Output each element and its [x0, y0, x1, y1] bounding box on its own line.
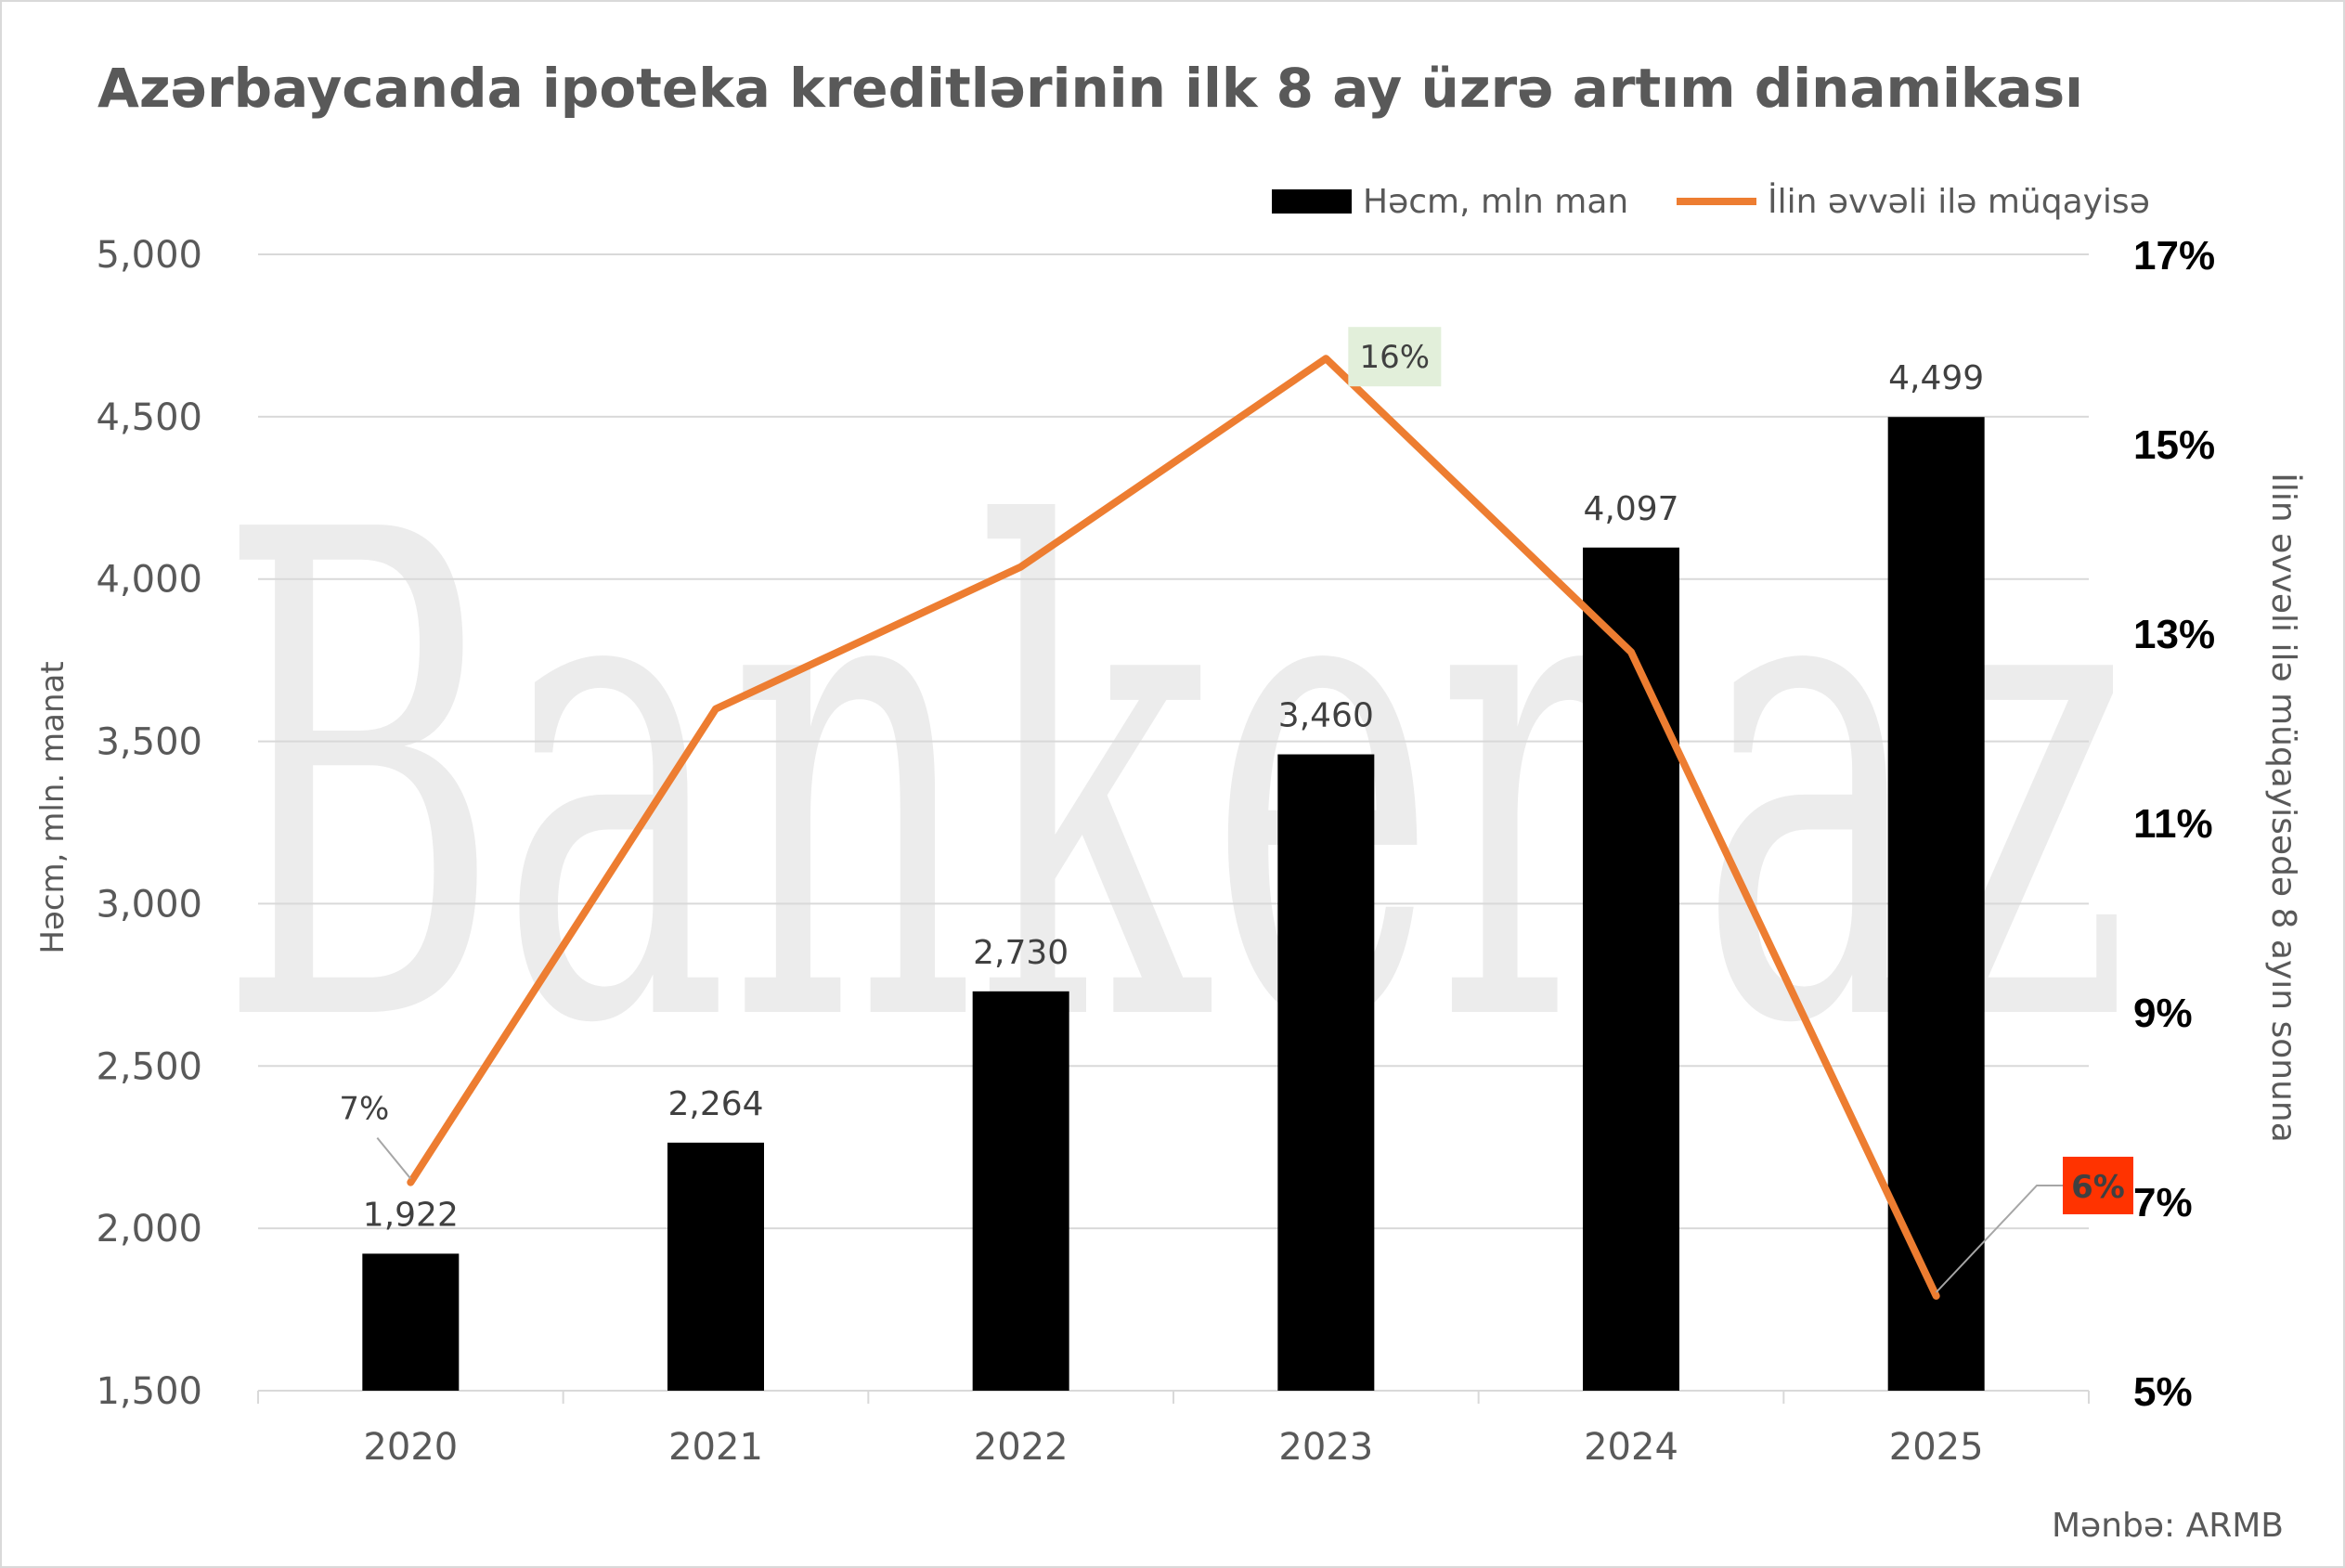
bar	[972, 991, 1069, 1391]
x-tick-label: 2022	[974, 1426, 1069, 1469]
bar-value-label: 2,730	[973, 934, 1069, 972]
left-tick-label: 4,000	[96, 559, 202, 602]
bar	[1887, 417, 1985, 1392]
left-tick-label: 4,500	[96, 396, 202, 439]
bar	[1277, 754, 1375, 1391]
chart-title: Azərbaycanda ipoteka kreditlərinin ilk 8…	[97, 57, 2083, 120]
right-tick-label: 7%	[2133, 1180, 2193, 1225]
left-y-axis: 1,500 2,000 2,500 3,000 3,500 4,000 4,500 5,000	[96, 234, 202, 1413]
legend-line-label: İlin əvvəli ilə müqayisə	[1768, 182, 2150, 221]
grid-lines	[258, 253, 2089, 1230]
line-series	[407, 355, 1940, 1300]
left-tick-label: 3,000	[96, 883, 202, 926]
bar-value-label: 3,460	[1278, 697, 1374, 735]
label-leader-line	[1935, 1185, 2063, 1293]
right-y-axis: 5% 7% 9% 11% 13% 15% 17%	[2133, 233, 2215, 1415]
y-axis-title: Həcm, mln. manat	[34, 661, 71, 953]
right-tick-label: 11%	[2133, 801, 2213, 847]
left-tick-label: 2,000	[96, 1208, 202, 1251]
bar-value-label: 1,922	[363, 1196, 459, 1234]
line-value-label: 16%	[1360, 339, 1431, 376]
x-tick-label: 2024	[1584, 1426, 1678, 1469]
left-tick-label: 3,500	[96, 721, 202, 764]
line-value-label: 7%	[339, 1091, 389, 1128]
x-tick-label: 2021	[668, 1426, 763, 1469]
peak-label-box	[1348, 327, 1442, 387]
watermark-logo: Banker.az	[218, 392, 2131, 1170]
label-leader-line	[376, 1136, 412, 1180]
last-label-box	[2063, 1157, 2133, 1214]
source-text: Mənbə: ARMB	[2052, 1507, 2284, 1545]
right-tick-label: 15%	[2133, 422, 2215, 468]
line-labels: 7% 16% 6%	[339, 327, 2133, 1293]
bar	[1583, 547, 1679, 1391]
legend-bar-swatch	[1272, 189, 1352, 214]
bar	[362, 1253, 460, 1391]
right-tick-label: 9%	[2133, 991, 2193, 1036]
x-tick-label: 2025	[1889, 1426, 1984, 1469]
x-axis: 2020 2021 2022 2023 2024 2025	[257, 1390, 2090, 1469]
right-tick-label: 5%	[2133, 1369, 2193, 1415]
bar-labels: 1,922 2,264 2,730 3,460 4,097 4,499	[363, 359, 1984, 1234]
left-tick-label: 1,500	[96, 1370, 202, 1413]
bar-value-label: 2,264	[667, 1085, 763, 1123]
y2-axis-title: İlin əvvəli ilə müqayisədə 8 ayın sonuna	[2264, 473, 2303, 1143]
line-value-label: 6%	[2071, 1169, 2125, 1206]
left-tick-label: 5,000	[96, 234, 202, 277]
bar-value-label: 4,499	[1888, 359, 1984, 397]
legend-bar-label: Həcm, mln man	[1363, 183, 1628, 221]
right-tick-label: 13%	[2133, 612, 2215, 657]
x-tick-label: 2023	[1278, 1426, 1373, 1469]
growth-line	[407, 355, 1940, 1300]
legend: Həcm, mln man İlin əvvəli ilə müqayisə	[1272, 182, 2150, 221]
bar-value-label: 4,097	[1583, 490, 1678, 528]
bar	[667, 1142, 764, 1391]
right-tick-label: 17%	[2133, 233, 2215, 279]
x-tick-label: 2020	[363, 1426, 458, 1469]
left-tick-label: 2,500	[96, 1045, 202, 1088]
